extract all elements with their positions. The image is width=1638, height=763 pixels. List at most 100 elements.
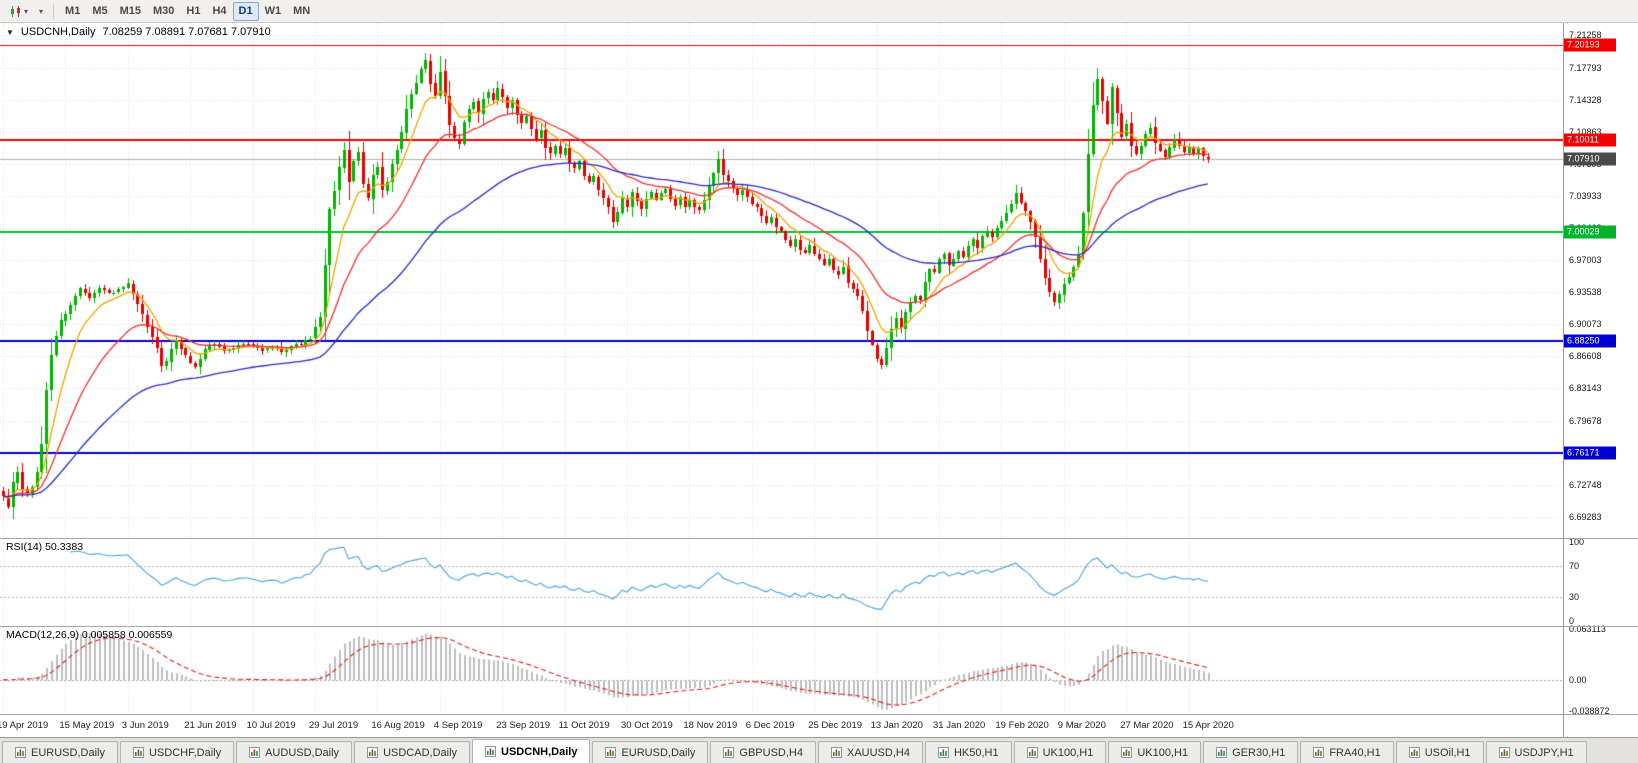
chart-tab-xauusd-h4[interactable]: XAUUSD,H4 bbox=[817, 741, 923, 763]
price-tick: 7.14328 bbox=[1569, 94, 1602, 105]
price-badge: 7.10011 bbox=[1564, 133, 1616, 147]
price-tick: 6.93538 bbox=[1569, 287, 1602, 298]
rsi-axis-label: 70 bbox=[1569, 560, 1580, 571]
timeframe-button-w1[interactable]: W1 bbox=[264, 5, 282, 17]
panel-separator[interactable] bbox=[0, 626, 1638, 627]
chart-tab-label: USDCNH,Daily bbox=[501, 745, 578, 758]
chart-tab-usdcnh-daily[interactable]: USDCNH,Daily bbox=[472, 739, 591, 763]
tab-chart-icon bbox=[485, 746, 497, 757]
date-label: 6 Dec 2019 bbox=[745, 720, 795, 731]
timeframe-button-m15[interactable]: M15 bbox=[119, 5, 141, 17]
chart-tab-label: UK100,H1 bbox=[1042, 746, 1094, 759]
chart-list-dropdown-button[interactable]: ▾ bbox=[34, 2, 48, 21]
date-label: 10 Jul 2019 bbox=[246, 720, 296, 731]
macd-axis-label: 0.00 bbox=[1569, 674, 1587, 685]
date-label: 15 May 2019 bbox=[59, 720, 115, 731]
tab-chart-icon bbox=[367, 747, 379, 758]
price-tick: 6.72748 bbox=[1569, 479, 1602, 490]
chart-tab-usoil-h1[interactable]: USOil,H1 bbox=[1395, 741, 1484, 763]
macd-axis-label: -0.038872 bbox=[1569, 706, 1610, 716]
timeframe-buttons: M1 M5 M15 M30 H1 H4 D1 W1 MN bbox=[59, 1, 316, 21]
chart-tab-label: USDCHF,Daily bbox=[148, 746, 222, 759]
date-label: 25 Dec 2019 bbox=[808, 720, 863, 731]
chart-tab-label: AUDUSD,Daily bbox=[265, 746, 340, 759]
chart-tab-label: EURUSD,Daily bbox=[621, 746, 696, 759]
date-label: 30 Oct 2019 bbox=[621, 720, 673, 731]
tab-chart-icon bbox=[605, 747, 617, 758]
date-label: 23 Sep 2019 bbox=[496, 720, 551, 731]
date-label: 27 Mar 2020 bbox=[1120, 720, 1174, 731]
chart-tab-label: XAUUSD,H4 bbox=[846, 746, 910, 759]
macd-panel-canvas[interactable] bbox=[0, 627, 1563, 714]
timeframe-button-mn[interactable]: MN bbox=[293, 5, 311, 17]
panel-separator bbox=[0, 714, 1638, 715]
tab-chart-icon bbox=[1026, 747, 1038, 758]
chart-title-ohlc: 7.08259 7.08891 7.07681 7.07910 bbox=[102, 26, 271, 38]
price-badge: 7.00029 bbox=[1564, 225, 1616, 239]
chart-tab-label: FRA40,H1 bbox=[1329, 746, 1381, 759]
chart-tab-label: USOil,H1 bbox=[1424, 746, 1471, 759]
date-label: 11 Oct 2019 bbox=[558, 720, 610, 731]
tab-chart-icon bbox=[830, 747, 842, 758]
date-label: 15 Apr 2020 bbox=[1182, 720, 1234, 731]
chart-tab-label: HK50,H1 bbox=[953, 746, 999, 759]
chart-tab-hk50-h1[interactable]: HK50,H1 bbox=[924, 741, 1012, 763]
tab-chart-icon bbox=[15, 747, 26, 758]
tab-chart-icon bbox=[937, 747, 949, 758]
price-tick: 6.86608 bbox=[1569, 351, 1602, 362]
date-label: 4 Sep 2019 bbox=[433, 720, 483, 731]
chart-type-button[interactable]: ▾ bbox=[4, 2, 33, 21]
date-label: 21 Jun 2019 bbox=[184, 720, 237, 731]
date-label: 19 Feb 2020 bbox=[995, 720, 1049, 731]
timeframe-button-d1[interactable]: D1 bbox=[232, 1, 259, 21]
tab-chart-icon bbox=[1216, 747, 1228, 758]
timeframe-button-m5[interactable]: M5 bbox=[92, 5, 108, 17]
chart-tab-uk100-h1[interactable]: UK100,H1 bbox=[1013, 741, 1107, 763]
chart-tab-usdcad-daily[interactable]: USDCAD,Daily bbox=[354, 741, 471, 763]
price-tick: 7.10863 bbox=[1569, 126, 1602, 137]
price-tick: 6.90073 bbox=[1569, 319, 1602, 330]
main-price-chart-canvas[interactable] bbox=[0, 23, 1563, 538]
rsi-panel-canvas[interactable] bbox=[0, 539, 1563, 626]
chart-window: ▼ USDCNH,Daily 7.08259 7.08891 7.07681 7… bbox=[0, 23, 1638, 737]
tab-chart-icon bbox=[1313, 747, 1325, 758]
chart-tab-uk100-h1[interactable]: UK100,H1 bbox=[1108, 741, 1202, 763]
chart-tabs-bar: EURUSD,Daily USDCHF,Daily AUDUSD,Daily USDC… bbox=[0, 737, 1638, 763]
rsi-label: RSI(14) 50.3383 bbox=[6, 541, 84, 553]
macd-axis-label: 0.063113 bbox=[1569, 624, 1606, 634]
tab-chart-icon bbox=[249, 747, 261, 758]
macd-label: MACD(12,26,9) 0.005858 0.006559 bbox=[6, 629, 173, 641]
timeframe-button-m30[interactable]: M30 bbox=[153, 5, 175, 17]
chevron-down-icon: ▾ bbox=[24, 6, 29, 16]
chart-tab-ger30-h1[interactable]: GER30,H1 bbox=[1203, 741, 1299, 763]
date-label: 16 Aug 2019 bbox=[371, 720, 425, 731]
price-badge: 6.76171 bbox=[1564, 446, 1616, 460]
price-axis[interactable]: 7.212587.177937.143287.108637.073987.039… bbox=[1563, 23, 1638, 737]
chart-tab-audusd-daily[interactable]: AUDUSD,Daily bbox=[236, 741, 353, 763]
tab-chart-icon bbox=[1121, 747, 1133, 758]
timeframe-button-h4[interactable]: H4 bbox=[212, 5, 227, 17]
timeframe-button-m1[interactable]: M1 bbox=[65, 5, 81, 17]
chart-title: ▼ USDCNH,Daily 7.08259 7.08891 7.07681 7… bbox=[6, 26, 271, 38]
chevron-down-icon: ▾ bbox=[39, 6, 44, 16]
chart-tab-usdjpy-h1[interactable]: USDJPY,H1 bbox=[1485, 741, 1587, 763]
price-tick: 6.69283 bbox=[1569, 511, 1602, 522]
chart-tab-gbpusd-h4[interactable]: GBPUSD,H4 bbox=[710, 741, 816, 763]
date-label: 9 Mar 2020 bbox=[1057, 720, 1106, 731]
chart-tab-eurusd-daily[interactable]: EURUSD,Daily bbox=[592, 741, 709, 763]
chart-tab-usdchf-daily[interactable]: USDCHF,Daily bbox=[119, 741, 235, 763]
timeframe-button-h1[interactable]: H1 bbox=[186, 5, 201, 17]
chart-tab-fra40-h1[interactable]: FRA40,H1 bbox=[1300, 741, 1394, 763]
collapse-triangle-icon[interactable]: ▼ bbox=[6, 27, 14, 37]
panel-separator[interactable] bbox=[0, 538, 1638, 539]
date-label: 19 Apr 2019 bbox=[0, 720, 49, 731]
chart-tab-eurusd-daily[interactable]: EURUSD,Daily bbox=[2, 741, 118, 763]
price-tick: 7.21258 bbox=[1569, 30, 1602, 41]
candlestick-chart-icon bbox=[11, 5, 20, 17]
date-label: 31 Jan 2020 bbox=[933, 720, 986, 731]
price-tick: 6.97003 bbox=[1569, 255, 1602, 266]
price-tick: 6.83143 bbox=[1569, 383, 1602, 394]
chart-tab-label: GER30,H1 bbox=[1232, 746, 1286, 759]
top-toolbar: ▾ ▾ M1 M5 M15 M30 H1 H4 D1 W1 MN bbox=[0, 0, 1638, 23]
date-axis[interactable]: 19 Apr 2019 15 May 2019 3 Jun 2019 21 Jun 2… bbox=[0, 715, 1563, 737]
